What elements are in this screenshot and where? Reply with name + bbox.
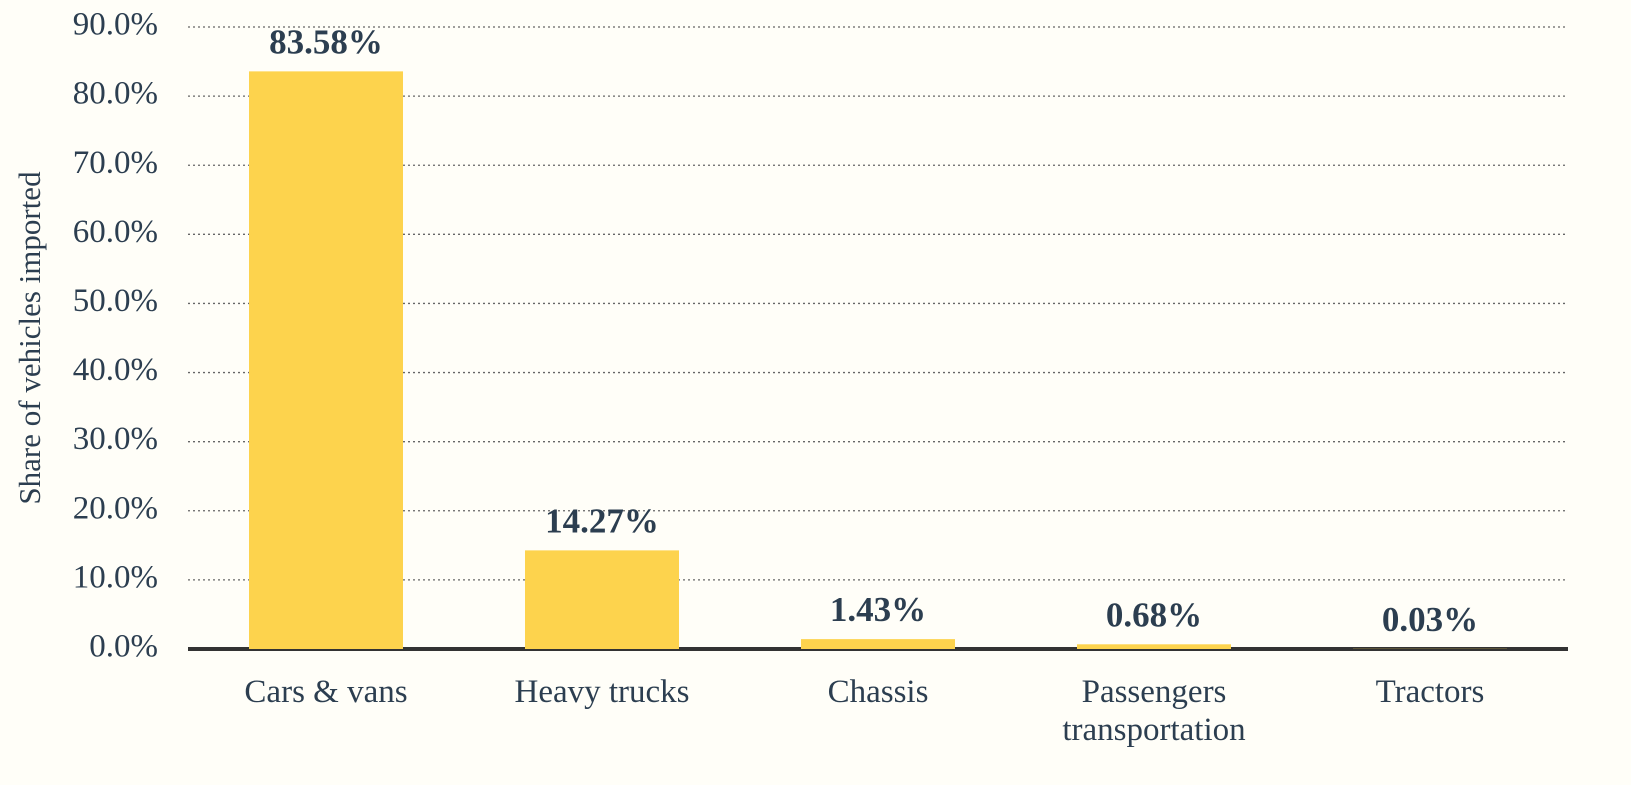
y-tick-label: 60.0% xyxy=(73,214,158,250)
x-tick-label: Heavy trucks xyxy=(514,674,690,710)
value-label: 83.58% xyxy=(269,22,383,61)
y-axis-title: Share of vehicles imported xyxy=(12,171,47,505)
y-tick-label: 20.0% xyxy=(73,490,158,526)
y-tick-label: 30.0% xyxy=(73,421,158,457)
y-tick-label: 0.0% xyxy=(89,629,158,665)
value-label: 0.03% xyxy=(1382,600,1478,639)
bar xyxy=(1077,644,1231,649)
value-label: 1.43% xyxy=(830,590,926,629)
value-label: 14.27% xyxy=(545,501,659,540)
y-tick-label: 10.0% xyxy=(73,559,158,595)
x-tick-label: Passengers transportation xyxy=(1062,674,1246,748)
x-tick-label: Cars & vans xyxy=(244,674,408,710)
y-tick-label: 50.0% xyxy=(73,283,158,319)
x-tick-label: Chassis xyxy=(827,674,929,710)
y-tick-label: 90.0% xyxy=(73,7,158,43)
bar xyxy=(249,71,403,650)
value-label: 0.68% xyxy=(1106,595,1202,634)
y-tick-label: 80.0% xyxy=(73,76,158,112)
x-tick-label: Tractors xyxy=(1375,674,1485,710)
bar xyxy=(525,550,679,649)
bar xyxy=(801,639,955,649)
y-tick-label: 40.0% xyxy=(73,352,158,388)
y-tick-label: 70.0% xyxy=(73,145,158,181)
